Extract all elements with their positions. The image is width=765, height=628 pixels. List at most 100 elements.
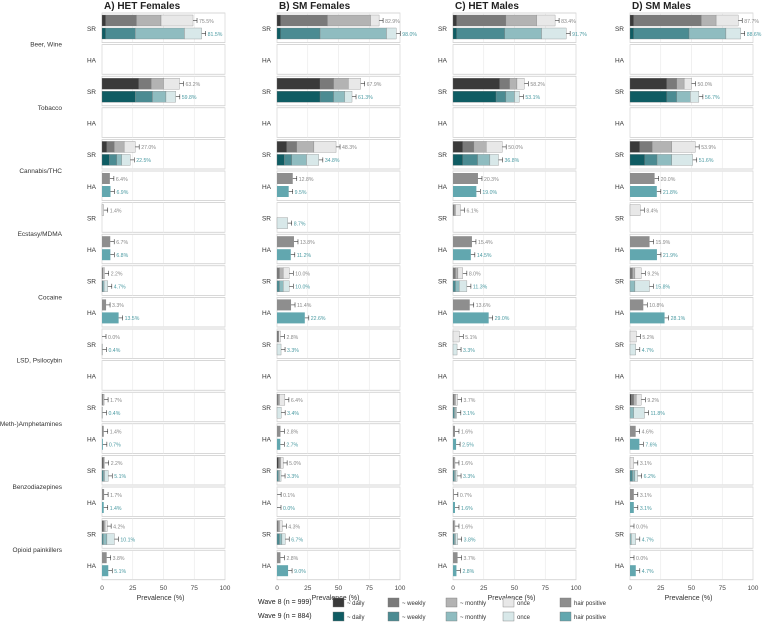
bar-segment: [276, 343, 282, 356]
bar-segment-hair-positive: [102, 502, 104, 513]
data-label: 51.6%: [699, 158, 714, 164]
bar-segment-hair-positive: [630, 236, 650, 248]
bar-segment: [514, 91, 520, 103]
bar-segment: [114, 141, 125, 153]
substance-label: Cocaine: [38, 294, 62, 301]
measure-label: HA: [87, 373, 97, 380]
bar-segment: [279, 267, 284, 279]
bar-segment-hair-positive: [453, 173, 478, 184]
bar-segment: [536, 14, 556, 27]
bar-segment: [455, 204, 461, 216]
measure-label: SR: [87, 26, 96, 33]
bar-segment: [473, 141, 487, 153]
legend-entry-label: ~ weekly: [402, 601, 426, 607]
bar-segment: [666, 78, 677, 90]
data-label: 6.8%: [116, 253, 128, 259]
bar-segment: [458, 280, 468, 292]
data-label: 2.7%: [286, 443, 298, 449]
legend-swatch: [387, 597, 400, 608]
bar-segment: [319, 27, 387, 40]
data-label: 4.6%: [642, 430, 654, 436]
measure-label: SR: [87, 279, 96, 286]
measure-label: HA: [87, 437, 97, 444]
x-axis-label: Prevalence (%): [137, 595, 185, 602]
measure-label: HA: [262, 121, 272, 128]
bar-segment: [629, 343, 636, 356]
data-label: 2.2%: [111, 272, 123, 278]
x-tick-label: 50: [335, 585, 343, 592]
bar-segment: [276, 267, 280, 279]
bar-segment: [452, 14, 457, 27]
bar-segment: [477, 154, 491, 166]
legend-entry-label: ~ weekly: [402, 615, 426, 621]
measure-label: SR: [262, 468, 271, 475]
data-label: 21.8%: [663, 190, 678, 196]
data-label: 81.5%: [208, 32, 223, 38]
bar-segment: [454, 394, 456, 406]
bar-segment: [701, 14, 717, 27]
measure-label: SR: [87, 152, 96, 159]
data-label: 13.8%: [300, 240, 315, 246]
bar-segment-hair-positive: [102, 173, 110, 184]
data-label: 3.3%: [287, 348, 299, 354]
bar-segment: [633, 27, 690, 40]
bar-segment: [276, 470, 279, 482]
bar-segment: [103, 280, 108, 292]
bar-segment: [333, 78, 349, 90]
measure-label: SR: [615, 405, 624, 412]
bar-segment: [101, 204, 104, 216]
bar-segment: [344, 91, 353, 103]
bar-segment: [152, 91, 167, 103]
bar-segment-hair-positive: [102, 425, 104, 437]
substance-label: Cannabis/THC: [19, 168, 62, 175]
data-label: 6.2%: [644, 474, 656, 480]
data-label: 1.6%: [461, 506, 473, 512]
legend-wave9-label: Wave 9 (n = 884): [258, 613, 312, 620]
data-label: 15.9%: [656, 240, 671, 246]
bar-segment: [457, 267, 463, 279]
bar-segment: [671, 141, 696, 153]
bar-segment: [656, 154, 672, 166]
measure-label: HA: [262, 57, 272, 64]
legend-swatch: [502, 597, 515, 608]
measure-label: HA: [262, 310, 272, 317]
data-label: 15.8%: [655, 285, 670, 291]
bar-segment: [454, 470, 456, 482]
bar-segment-hair-positive: [277, 249, 291, 261]
measure-label: HA: [438, 500, 448, 507]
bar-segment: [138, 78, 152, 90]
data-label: 98.0%: [402, 32, 417, 38]
legend-swatch: [559, 597, 572, 608]
x-tick-label: 100: [220, 585, 231, 592]
x-tick-label: 50: [160, 585, 168, 592]
measure-label: SR: [438, 26, 447, 33]
data-label: 91.7%: [572, 32, 587, 38]
measure-label: SR: [262, 279, 271, 286]
bar-segment-hair-positive: [102, 565, 109, 577]
bar-segment: [101, 27, 106, 40]
data-label: 2.2%: [111, 461, 123, 467]
bar-segment: [651, 141, 672, 153]
x-tick-label: 75: [366, 585, 374, 592]
substance-label: LSD, Psilocybin: [16, 358, 62, 365]
measure-label: HA: [438, 57, 448, 64]
data-label: 53.1%: [525, 95, 540, 101]
bar-segment: [281, 533, 286, 545]
bar-segment: [629, 27, 634, 40]
bar-segment: [644, 154, 658, 166]
data-label: 20.0%: [661, 177, 676, 183]
bar-segment-hair-positive: [277, 425, 281, 437]
data-label: 3.3%: [287, 474, 299, 480]
bar-segment-hair-positive: [102, 438, 103, 450]
measure-label: SR: [615, 152, 624, 159]
bar-segment: [504, 27, 542, 40]
legend-swatch: [387, 611, 400, 622]
data-label: 3.4%: [287, 411, 299, 417]
substance-label: Tobacco: [38, 105, 63, 112]
data-label: 10.8%: [649, 303, 664, 309]
bar-segment: [101, 470, 104, 482]
bar-segment: [486, 141, 503, 153]
bar-segment: [499, 78, 510, 90]
bar-segment-hair-positive: [453, 502, 455, 513]
data-label: 3.3%: [112, 303, 124, 309]
